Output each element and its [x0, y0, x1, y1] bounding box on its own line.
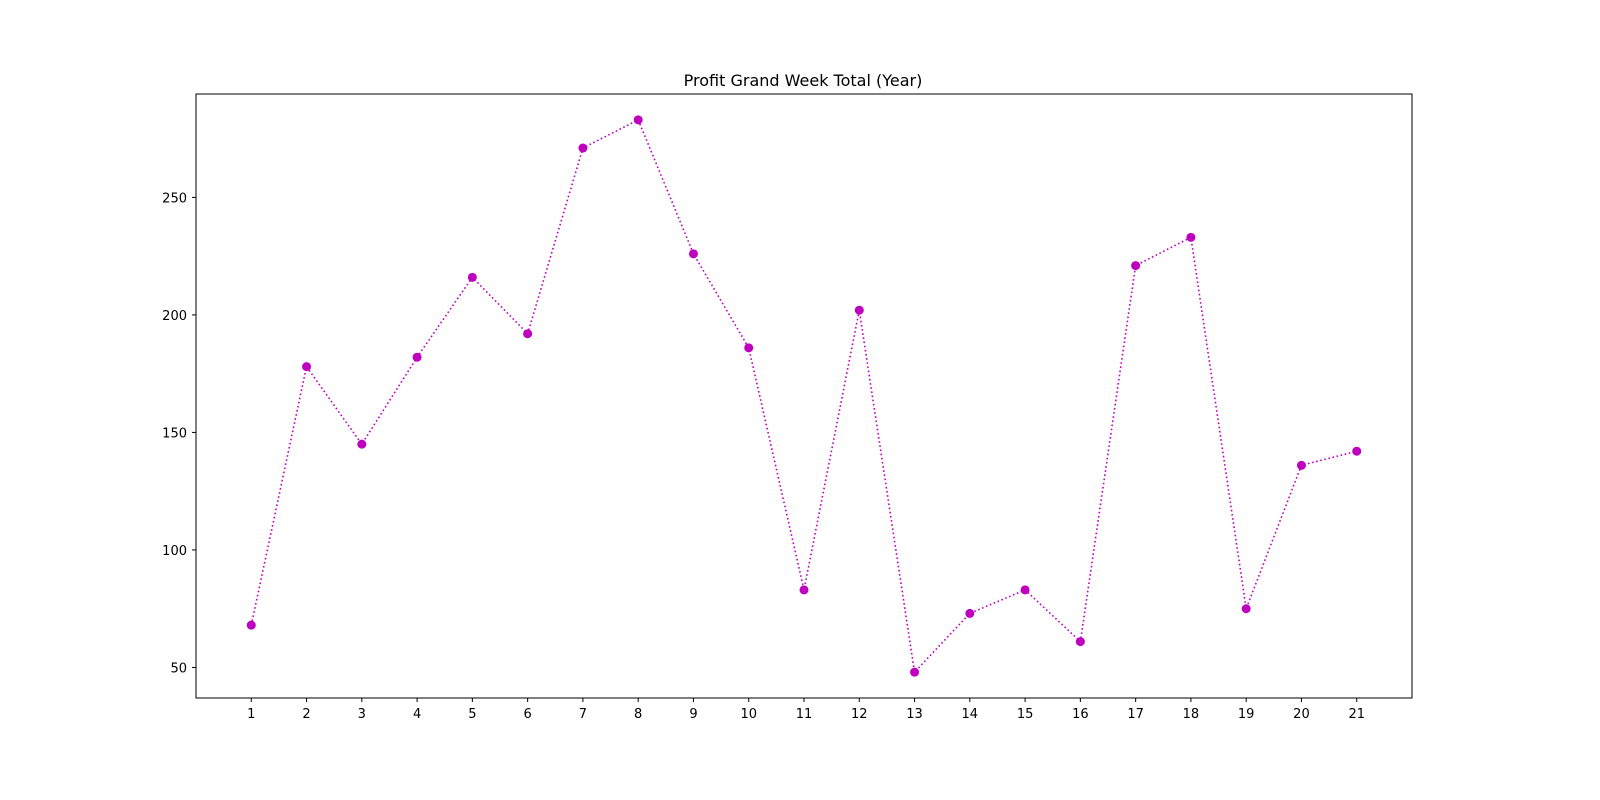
x-axis: 1 2 3 4 5 6 7 8 9 10 11 12 13 14 15 16 17 18 19 20 21	[247, 698, 1365, 722]
data-point	[1020, 585, 1030, 595]
x-tick-label: 2	[302, 707, 310, 722]
x-tick-label: 9	[689, 707, 697, 722]
data-point	[523, 329, 533, 339]
x-tick-label: 10	[740, 707, 757, 722]
y-axis: 50 100 150 200 250	[162, 191, 196, 676]
plot-frame	[195, 93, 1413, 699]
x-tick-label: 7	[579, 707, 587, 722]
data-point	[1075, 637, 1085, 647]
x-tick-label: 15	[1017, 707, 1034, 722]
data-point	[744, 343, 754, 353]
x-tick-label: 3	[358, 707, 366, 722]
x-tick-label: 13	[906, 707, 923, 722]
y-tick-label: 100	[162, 544, 187, 559]
x-tick-label: 20	[1293, 707, 1310, 722]
data-point	[854, 305, 864, 315]
data-point	[1241, 604, 1251, 614]
data-point	[357, 439, 367, 449]
x-tick-label: 6	[523, 707, 531, 722]
data-point	[799, 585, 809, 595]
x-tick-label: 4	[413, 707, 421, 722]
data-point	[1131, 261, 1141, 271]
data-point	[910, 667, 920, 677]
data-point	[1352, 446, 1362, 456]
x-tick-label: 14	[962, 707, 979, 722]
x-tick-label: 12	[851, 707, 868, 722]
series-markers	[246, 115, 1362, 677]
y-tick-label: 200	[162, 309, 187, 324]
data-point	[578, 143, 588, 153]
chart-title: Profit Grand Week Total (Year)	[684, 71, 923, 90]
x-tick-label: 5	[468, 707, 476, 722]
data-point	[467, 272, 477, 282]
x-tick-label: 8	[634, 707, 642, 722]
data-point	[633, 115, 643, 125]
data-point	[965, 608, 975, 618]
y-tick-label: 50	[170, 661, 187, 676]
x-tick-label: 18	[1183, 707, 1200, 722]
data-point	[1186, 232, 1196, 242]
x-tick-label: 21	[1348, 707, 1365, 722]
data-point	[412, 352, 422, 362]
data-point	[1296, 460, 1306, 470]
x-tick-label: 1	[247, 707, 255, 722]
data-point	[246, 620, 256, 630]
y-tick-label: 150	[162, 426, 187, 441]
data-point	[302, 362, 312, 372]
data-point	[688, 249, 698, 259]
x-tick-label: 16	[1072, 707, 1089, 722]
y-tick-label: 250	[162, 191, 187, 206]
x-tick-label: 19	[1238, 707, 1255, 722]
x-tick-label: 11	[796, 707, 813, 722]
x-tick-label: 17	[1127, 707, 1144, 722]
